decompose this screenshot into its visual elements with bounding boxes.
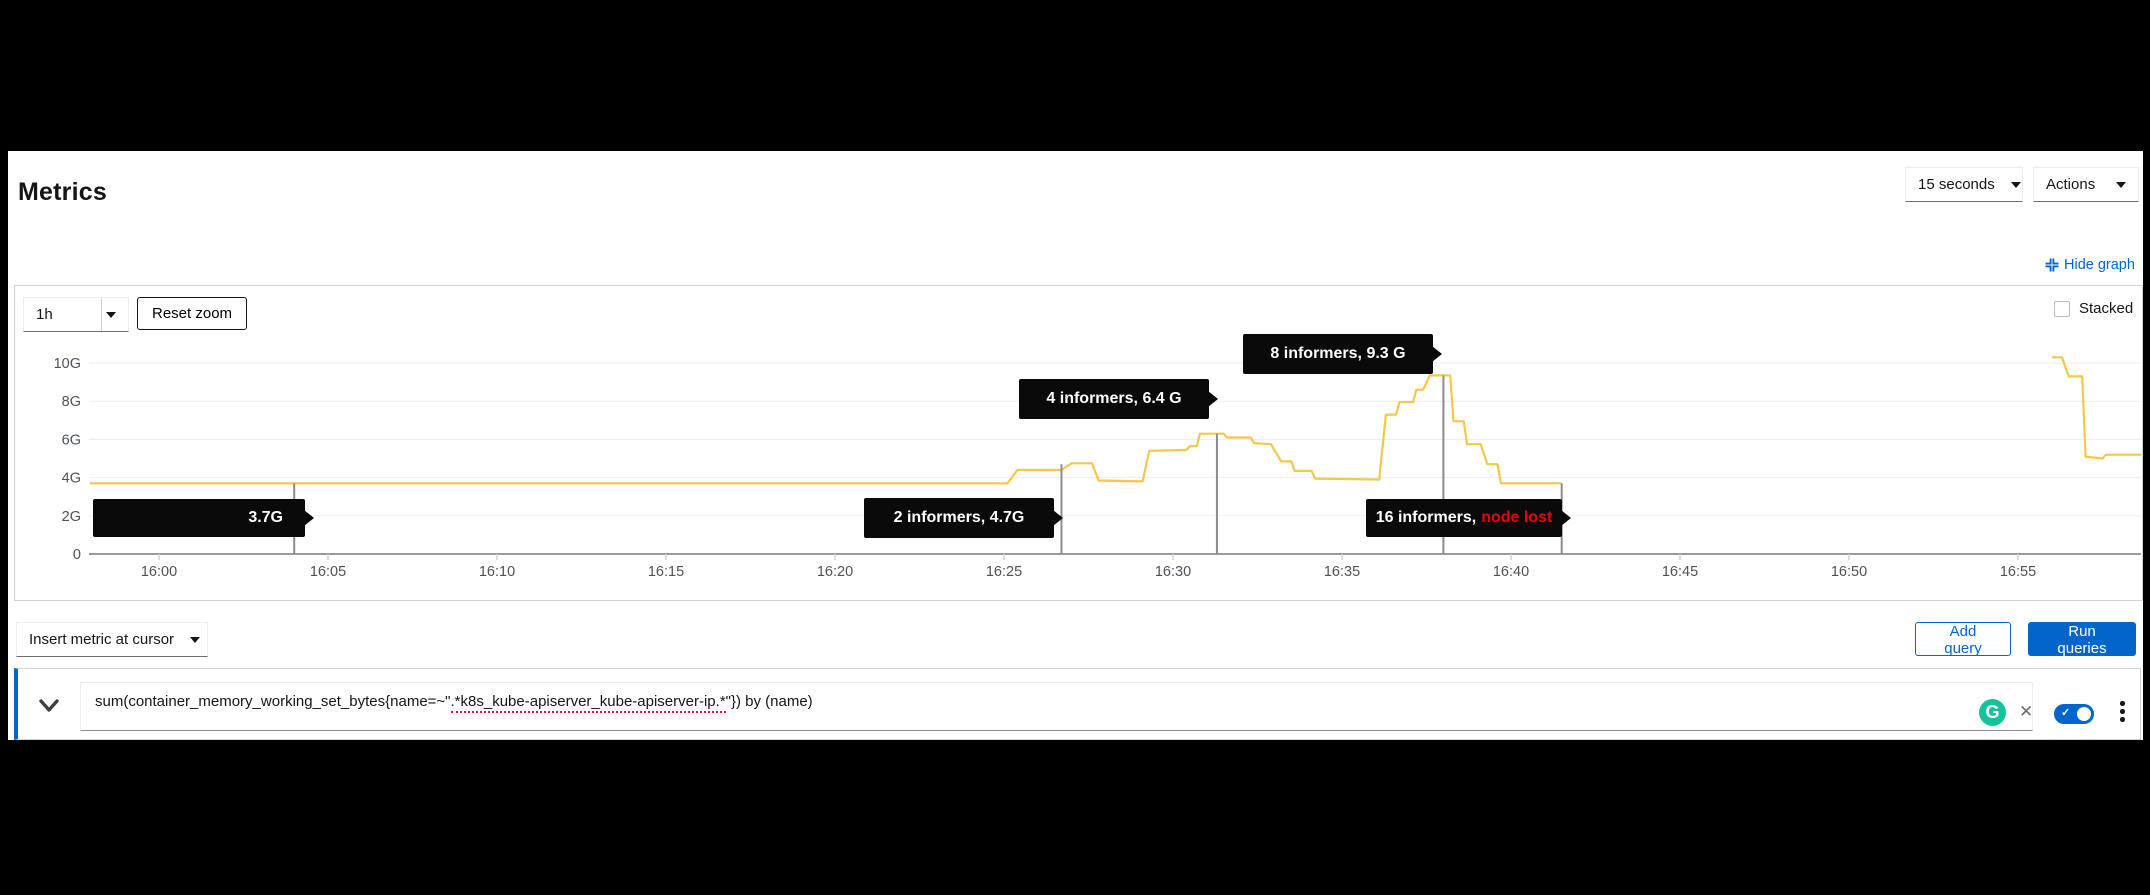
actions-select[interactable]: Actions: [2033, 167, 2139, 202]
grammarly-badge-icon[interactable]: G: [1979, 699, 2006, 726]
reset-zoom-button[interactable]: Reset zoom: [137, 297, 248, 330]
insert-metric-label: Insert metric at cursor: [29, 631, 175, 648]
add-query-button[interactable]: Add query: [1915, 622, 2011, 657]
select-divider: [101, 298, 102, 331]
query-expression-suffix: "}) by (name): [725, 693, 813, 710]
metrics-page: Metrics 15 seconds Actions Hide graph 1h…: [8, 151, 2143, 740]
time-range-value: 1h: [36, 306, 53, 323]
chart-annotation-tooltip: 4 informers, 6.4 G: [1019, 379, 1218, 419]
stacked-checkbox[interactable]: [2054, 300, 2070, 317]
x-axis-tick-label: 16:45: [1662, 564, 1698, 580]
x-axis-tick-label: 16:10: [479, 564, 515, 580]
query-expression-text: sum(container_memory_working_set_bytes{n…: [95, 693, 451, 710]
series-line: [89, 374, 1562, 485]
insert-metric-select[interactable]: Insert metric at cursor: [16, 622, 208, 657]
metrics-line-chart[interactable]: 0 2G 4G 6G 8G 10G 16:00 16:05 16:10 16:15 16:20 16:…: [15, 286, 2142, 600]
chevron-down-icon: [106, 311, 116, 318]
chart-annotation-tooltip: 16 informers, node lost: [1366, 499, 1571, 537]
stacked-control: Stacked: [2054, 300, 2133, 317]
query-expression-misspelled: .*k8s_kube-apiserver_kube-apiserver-ip.*: [450, 693, 726, 713]
refresh-interval-select[interactable]: 15 seconds: [1905, 167, 2023, 202]
hide-graph-label: Hide graph: [2064, 257, 2135, 273]
clear-query-icon[interactable]: ✕: [2019, 702, 2034, 721]
x-axis-tick-label: 16:35: [1324, 564, 1360, 580]
y-axis-tick-label: 0: [73, 547, 81, 563]
x-axis-tick-label: 16:05: [310, 564, 346, 580]
graph-card: 1h Reset zoom Stacked 0 2G 4G 6G 8G 10G 16:00 1…: [14, 285, 2143, 601]
run-queries-button[interactable]: Run queries: [2028, 622, 2136, 657]
hide-graph-link[interactable]: Hide graph: [2045, 257, 2135, 273]
x-axis-tick-label: 16:00: [141, 564, 177, 580]
query-expression-input[interactable]: sum(container_memory_working_set_bytes{n…: [80, 682, 2033, 731]
check-icon: ✓: [2061, 707, 2071, 719]
y-axis-tick-label: 6G: [62, 432, 81, 448]
x-axis-tick-label: 16:50: [1831, 564, 1867, 580]
query-enabled-toggle[interactable]: ✓: [2054, 704, 2094, 724]
y-axis-tick-label: 10G: [54, 356, 81, 372]
stacked-label: Stacked: [2079, 300, 2134, 317]
y-axis-tick-label: 4G: [62, 471, 81, 487]
chevron-down-icon: [190, 636, 201, 643]
x-axis-tick-label: 16:15: [648, 564, 684, 580]
query-card: sum(container_memory_working_set_bytes{n…: [14, 668, 2141, 740]
x-axis-tick-label: 16:25: [986, 564, 1022, 580]
x-axis-tick-label: 16:40: [1493, 564, 1529, 580]
x-axis-tick-label: 16:20: [817, 564, 853, 580]
series-line: [2051, 356, 2142, 460]
y-axis-tick-label: 8G: [62, 394, 81, 410]
refresh-interval-value: 15 seconds: [1918, 176, 1995, 193]
x-axis-tick-label: 16:30: [1155, 564, 1191, 580]
actions-label: Actions: [2046, 176, 2096, 193]
chevron-down-icon: [2116, 181, 2126, 188]
query-kebab-menu[interactable]: [2114, 699, 2131, 724]
toggle-knob: [2077, 707, 2091, 721]
query-expand-toggle[interactable]: [38, 698, 60, 719]
compress-icon: [2045, 258, 2059, 272]
page-title: Metrics: [18, 177, 107, 206]
chart-annotation-tooltip: 8 informers, 9.3 G: [1243, 334, 1442, 374]
chevron-down-icon: [39, 699, 59, 712]
chart-annotation-tooltip: 2 informers, 4.7G: [864, 498, 1063, 538]
chart-annotation-tooltip: 3.7G: [93, 499, 314, 537]
chevron-down-icon: [2010, 181, 2021, 188]
y-axis-tick-label: 2G: [62, 509, 81, 525]
x-axis-tick-label: 16:55: [2000, 564, 2036, 580]
time-range-select[interactable]: 1h: [23, 297, 129, 332]
